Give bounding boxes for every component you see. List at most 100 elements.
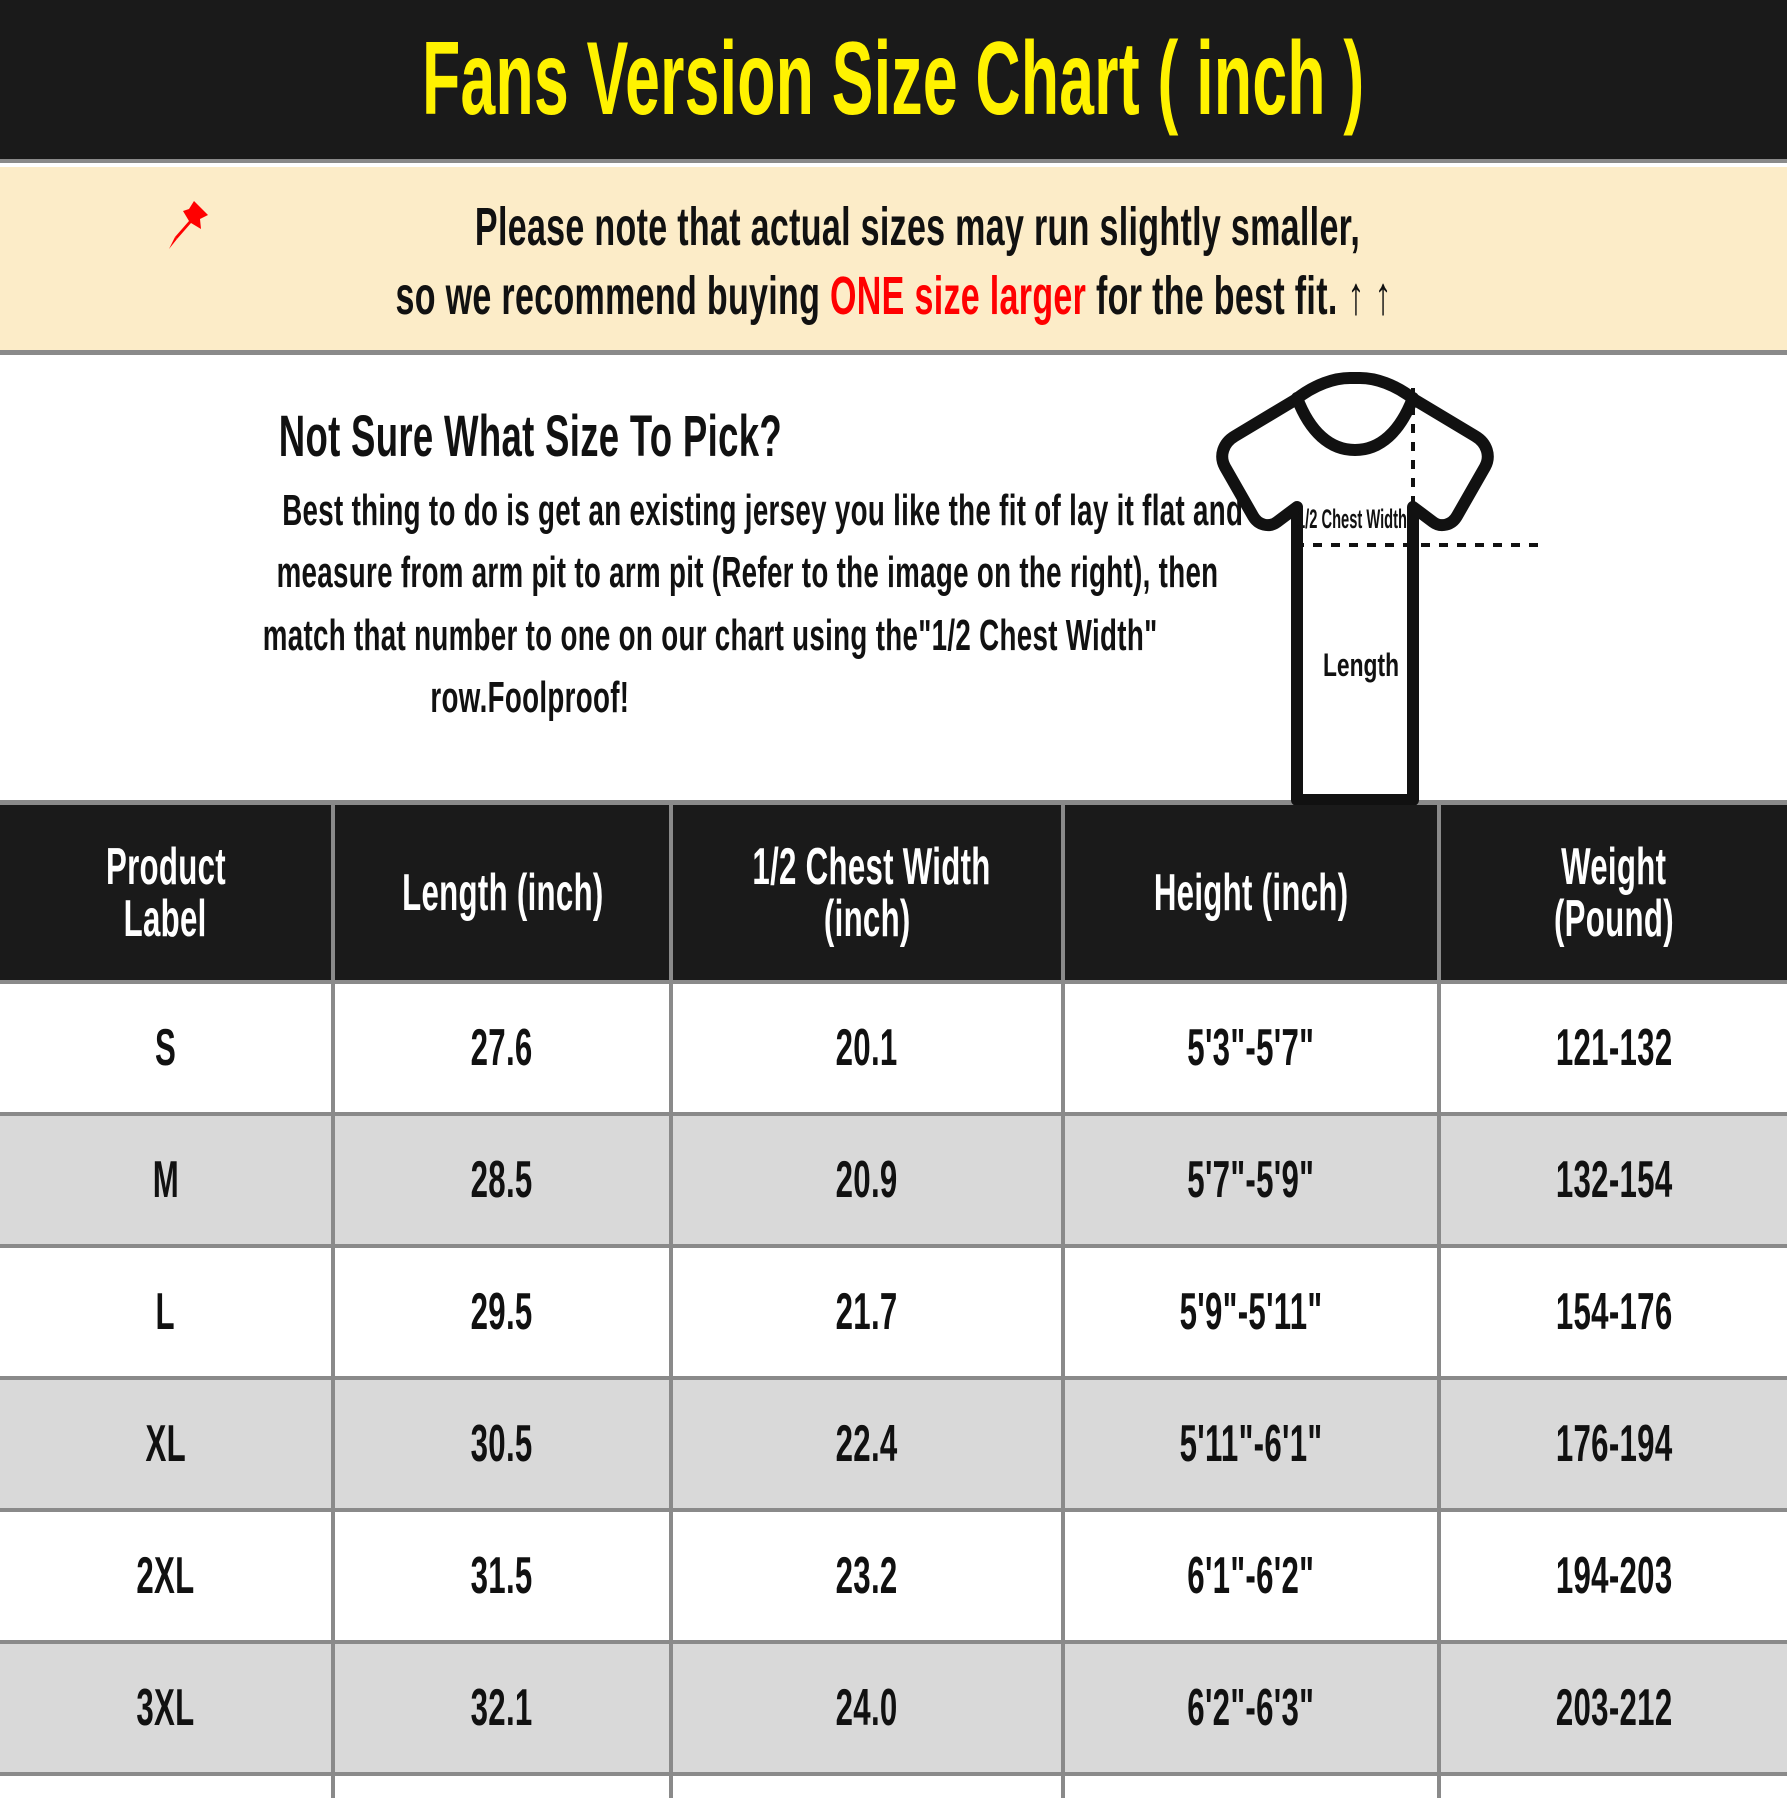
table-header-row: Product Label Length (inch) 1/2 Chest Wi… xyxy=(0,805,1787,984)
guidance-body-line-3: match that number to one on our chart us… xyxy=(262,610,1158,660)
cell-text: 203-212 xyxy=(1555,1679,1673,1737)
header-line: 1/2 Chest Width xyxy=(752,837,991,896)
cell-text: 2XL xyxy=(136,1547,195,1605)
cell-text: 24.0 xyxy=(836,1679,898,1737)
note-line-1: Please note that actual sizes may run sl… xyxy=(167,196,1620,264)
column-header-weight: Weight (Pound) xyxy=(1439,805,1787,984)
guidance-body-line: measure from arm pit to arm pit (Refer t… xyxy=(0,542,1219,604)
header-line: (inch) xyxy=(823,889,911,948)
note-line-2-group: so we recommend buying ONE size larger f… xyxy=(395,265,1391,327)
cell-product-label: 3XL xyxy=(0,1642,335,1776)
cell-length: 27.6 xyxy=(333,982,673,1116)
cell-text: M xyxy=(152,1151,179,1209)
cell-length: 28.5 xyxy=(333,1114,673,1248)
cell-text: 27.6 xyxy=(471,1019,533,1077)
note-line-2: so we recommend buying ONE size larger f… xyxy=(103,265,1684,327)
cell-length: 31.5 xyxy=(333,1510,673,1644)
cell-height: 6'2"-6'3" xyxy=(1063,1642,1441,1776)
guidance-body-line: Best thing to do is get an existing jers… xyxy=(0,480,1243,542)
cell-text: 5'3"-5'7" xyxy=(1187,1019,1315,1077)
guidance-heading-text: Not Sure What Size To Pick? xyxy=(278,404,782,469)
cell-weight: 176-194 xyxy=(1439,1378,1787,1512)
cell-text: 22.4 xyxy=(836,1415,898,1473)
table-row: 4XL 32.7 24.8 6'3"-6'4" 212-225 xyxy=(0,1774,1787,1798)
cell-half-chest: 24.8 xyxy=(671,1774,1065,1798)
note-line-2-part2: for the best fit. xyxy=(1086,265,1348,326)
cell-half-chest: 23.2 xyxy=(671,1510,1065,1644)
chart-title-bar: Fans Version Size Chart ( inch ) xyxy=(0,0,1787,163)
cell-half-chest: 21.7 xyxy=(671,1246,1065,1380)
size-guidance-section: Not Sure What Size To Pick? Best thing t… xyxy=(0,360,1787,808)
cell-text: 20.1 xyxy=(836,1019,898,1077)
cell-text: 30.5 xyxy=(471,1415,533,1473)
cell-text: 132-154 xyxy=(1555,1151,1673,1209)
cell-text: 23.2 xyxy=(836,1547,898,1605)
page-title-text: Fans Version Size Chart ( inch ) xyxy=(422,21,1365,137)
cell-product-label: 4XL xyxy=(0,1774,335,1798)
cell-weight: 194-203 xyxy=(1439,1510,1787,1644)
guidance-body-line-1: Best thing to do is get an existing jers… xyxy=(282,486,1244,535)
cell-half-chest: 20.9 xyxy=(671,1114,1065,1248)
cell-text: 29.5 xyxy=(471,1283,533,1341)
cell-weight: 132-154 xyxy=(1439,1114,1787,1248)
cell-text: S xyxy=(154,1019,177,1077)
cell-text: 176-194 xyxy=(1555,1415,1673,1473)
table-row: 3XL 32.1 24.0 6'2"-6'3" 203-212 xyxy=(0,1642,1787,1776)
cell-half-chest: 22.4 xyxy=(671,1378,1065,1512)
header-line: Product xyxy=(105,837,226,896)
cell-height: 6'3"-6'4" xyxy=(1063,1774,1441,1798)
column-header-half-chest-width: 1/2 Chest Width (inch) xyxy=(671,805,1065,984)
cell-product-label: L xyxy=(0,1246,335,1380)
cell-half-chest: 20.1 xyxy=(671,982,1065,1116)
table-row: XL 30.5 22.4 5'11"-6'1" 176-194 xyxy=(0,1378,1787,1512)
cell-half-chest: 24.0 xyxy=(671,1642,1065,1776)
cell-text: XL xyxy=(145,1415,186,1473)
cell-weight: 154-176 xyxy=(1439,1246,1787,1380)
up-arrow-icon-2: ↑ xyxy=(1374,265,1392,326)
cell-text: 194-203 xyxy=(1555,1547,1673,1605)
column-header-height: Height (inch) xyxy=(1063,805,1441,984)
cell-text: 154-176 xyxy=(1555,1283,1673,1341)
cell-product-label: 2XL xyxy=(0,1510,335,1644)
cell-height: 5'11"-6'1" xyxy=(1063,1378,1441,1512)
chest-width-label: 1/2 Chest Width xyxy=(1297,504,1407,534)
pushpin-icon xyxy=(167,199,213,264)
cell-height: 5'7"-5'9" xyxy=(1063,1114,1441,1248)
cell-product-label: S xyxy=(0,982,335,1116)
cell-length: 32.1 xyxy=(333,1642,673,1776)
cell-text: 5'7"-5'9" xyxy=(1187,1151,1315,1209)
header-line: (Pound) xyxy=(1554,889,1674,948)
guidance-body-line-4: row.Foolproof! xyxy=(430,673,630,723)
up-arrow-icon-1: ↑ xyxy=(1347,265,1365,326)
cell-text: 31.5 xyxy=(471,1547,533,1605)
column-header-product-label: Product Label xyxy=(0,805,335,984)
cell-text: 5'9"-5'11" xyxy=(1179,1283,1323,1341)
note-line-1-text: Please note that actual sizes may run sl… xyxy=(474,197,1361,258)
guidance-body-line-2: measure from arm pit to arm pit (Refer t… xyxy=(276,548,1219,598)
column-header-length: Length (inch) xyxy=(333,805,673,984)
table-row: M 28.5 20.9 5'7"-5'9" 132-154 xyxy=(0,1114,1787,1248)
header-line: Label xyxy=(123,889,207,948)
sizing-note-band: Please note that actual sizes may run sl… xyxy=(0,167,1787,355)
guidance-heading: Not Sure What Size To Pick? xyxy=(0,408,1060,466)
cell-weight: 121-132 xyxy=(1439,982,1787,1116)
cell-height: 5'3"-5'7" xyxy=(1063,982,1441,1116)
cell-text: 28.5 xyxy=(471,1151,533,1209)
note-line-2-part1: so we recommend buying xyxy=(395,265,830,326)
cell-height: 6'1"-6'2" xyxy=(1063,1510,1441,1644)
cell-product-label: XL xyxy=(0,1378,335,1512)
cell-text: 6'2"-6'3" xyxy=(1187,1679,1315,1737)
cell-text: 20.9 xyxy=(836,1151,898,1209)
page-title: Fans Version Size Chart ( inch ) xyxy=(108,20,1679,139)
header-line: Weight xyxy=(1561,837,1667,896)
header-line: Length (inch) xyxy=(402,863,604,922)
size-guidance-text: Not Sure What Size To Pick? Best thing t… xyxy=(0,408,1243,730)
cell-weight: 203-212 xyxy=(1439,1642,1787,1776)
cell-length: 30.5 xyxy=(333,1378,673,1512)
tshirt-measurement-diagram: 1/2 Chest Width Length xyxy=(1145,370,1565,808)
table-row: L 29.5 21.7 5'9"-5'11" 154-176 xyxy=(0,1246,1787,1380)
cell-text: 32.1 xyxy=(471,1679,533,1737)
cell-text: 121-132 xyxy=(1555,1019,1673,1077)
guidance-body-line: row.Foolproof! xyxy=(0,667,1060,729)
